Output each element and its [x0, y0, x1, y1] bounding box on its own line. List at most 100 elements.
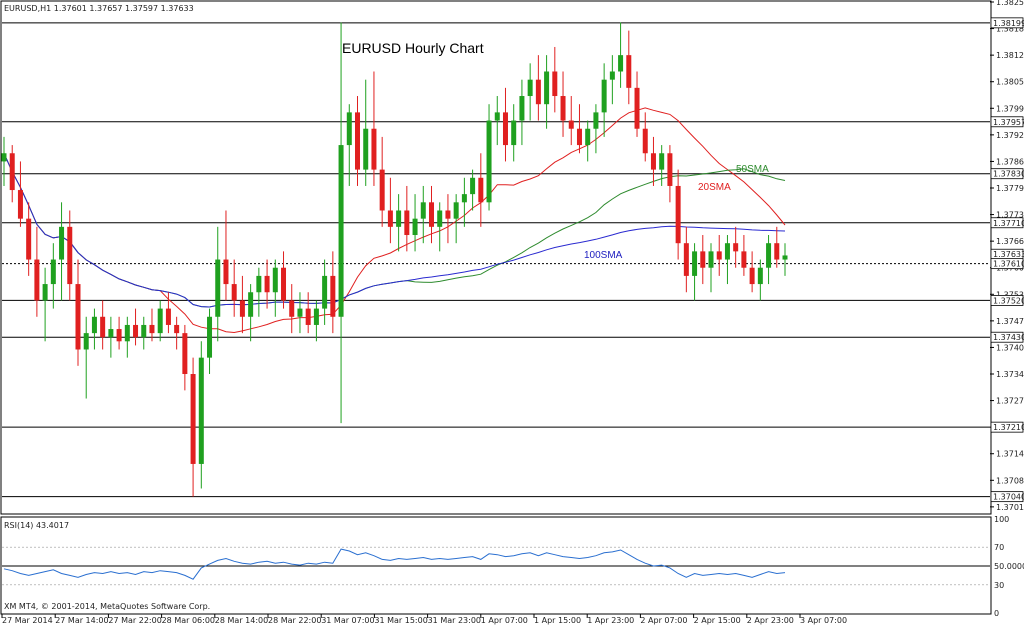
x-tick-label: 2 Apr 07:00 — [640, 616, 687, 625]
candle-body — [757, 267, 763, 285]
rsi-tick-label: 70 — [994, 543, 1004, 552]
candle-body — [461, 194, 467, 203]
time-axis: 27 Mar 2014 27 Mar 14:00 27 Mar 22:00 28 Ma… — [1, 614, 847, 625]
candle-body — [83, 333, 89, 350]
x-tick-label: 1 Apr 15:00 — [534, 616, 581, 625]
candle-body — [428, 202, 434, 227]
candle-body — [182, 333, 188, 375]
candle-body — [412, 218, 418, 236]
candle-body — [724, 243, 730, 260]
candle-body — [576, 128, 582, 146]
candle-body — [766, 243, 772, 268]
candle-body — [305, 308, 311, 325]
candle-body — [59, 226, 65, 260]
candle-body — [601, 79, 607, 113]
candle-body — [527, 79, 533, 97]
candle-body — [478, 177, 484, 203]
candle-body — [346, 112, 352, 146]
y-tick-label: 1.37730 — [996, 211, 1024, 220]
candle-body — [544, 71, 550, 105]
price-label: 1.37633 — [993, 250, 1024, 259]
candle-body — [453, 202, 459, 219]
level-label: 1.37430 — [993, 333, 1024, 342]
candle-body — [511, 120, 517, 146]
x-tick-label: 2 Apr 15:00 — [694, 616, 741, 625]
candle-body — [659, 153, 665, 170]
annotation-50sma: 50SMA — [736, 164, 769, 175]
candle-body — [297, 308, 303, 317]
candle-body — [560, 96, 566, 121]
candle-body — [42, 284, 48, 301]
level-label-box — [990, 168, 1024, 180]
candle-body — [708, 251, 714, 268]
candle-body — [733, 243, 739, 252]
candle-body — [116, 329, 122, 342]
candle-body — [215, 259, 221, 317]
candle-body — [67, 226, 73, 285]
x-tick-label: 1 Apr 23:00 — [587, 616, 634, 625]
candle-body — [272, 267, 278, 293]
sma20-line — [3, 107, 786, 334]
x-tick-label: 1 Apr 07:00 — [481, 616, 528, 625]
x-tick-label: 27 Mar 2014 — [2, 616, 53, 625]
rsi-tick-label: 30 — [994, 581, 1004, 590]
candle-body — [404, 210, 410, 236]
level-label: 1.37210 — [993, 423, 1024, 432]
y-tick-label: 1.37275 — [996, 397, 1024, 406]
candle-body — [379, 169, 385, 211]
candle-body — [618, 55, 624, 72]
rsi-line — [3, 548, 786, 580]
candle-body — [371, 128, 377, 170]
level-label: 1.38199 — [993, 19, 1024, 28]
candle-body — [552, 71, 558, 97]
candle-body — [782, 255, 788, 260]
candle-body — [50, 259, 56, 285]
y-tick-label: 1.37470 — [996, 317, 1024, 326]
level-label-box — [990, 217, 1024, 229]
level-label-box — [990, 116, 1024, 128]
candle-body — [650, 153, 656, 170]
candle-body — [108, 329, 114, 338]
candle-body — [141, 324, 147, 338]
y-tick-label: 1.38055 — [996, 78, 1024, 87]
level-label: 1.37957 — [993, 118, 1024, 127]
x-tick-label: 3 Apr 07:00 — [800, 616, 847, 625]
candle-body — [322, 275, 328, 309]
candle-body — [264, 275, 270, 293]
y-tick-label: 1.38185 — [996, 25, 1024, 34]
moving-average-lines — [3, 107, 786, 334]
level-label: 1.37830 — [993, 170, 1024, 179]
annotation-100sma: 100SMA — [584, 250, 623, 261]
candle-body — [190, 374, 196, 464]
candle-body — [396, 210, 402, 227]
main-panel-frame — [0, 0, 992, 515]
y-tick-label: 1.37535 — [996, 290, 1024, 299]
y-tick-label: 1.37665 — [996, 237, 1024, 246]
level-label: 1.37520 — [993, 296, 1024, 305]
candles-group — [1, 22, 788, 497]
candle-body — [486, 120, 492, 203]
sma100-line — [3, 153, 786, 308]
y-tick-label: 1.37925 — [996, 131, 1024, 140]
level-label-box — [990, 331, 1024, 343]
rsi-header: RSI(14) 43.4017 — [4, 521, 69, 530]
y-tick-label: 1.38120 — [996, 51, 1024, 60]
candle-body — [91, 316, 97, 334]
level-label: 1.37710 — [993, 219, 1024, 228]
horizontal-levels — [2, 22, 990, 498]
candle-body — [535, 79, 541, 105]
candle-body — [593, 112, 599, 129]
candle-body — [248, 292, 254, 317]
y-tick-label: 1.37340 — [996, 370, 1024, 379]
candle-body — [749, 267, 755, 285]
candle-body — [470, 177, 476, 195]
candle-body — [198, 357, 204, 464]
candle-body — [420, 202, 426, 219]
annotation-20sma: 20SMA — [698, 182, 731, 193]
candle-body — [281, 267, 287, 301]
candle-body — [338, 145, 344, 317]
candle-body — [256, 275, 262, 293]
y-tick-label: 1.37080 — [996, 476, 1024, 485]
price-label: 1.37610 — [993, 260, 1024, 269]
